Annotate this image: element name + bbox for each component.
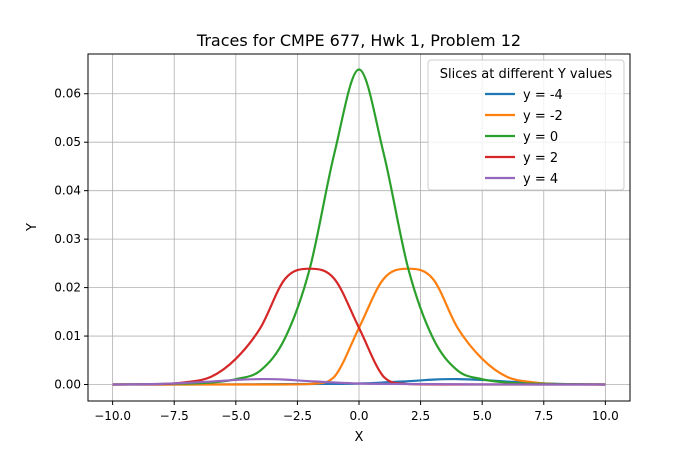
x-axis: −10.0 −7.5 −5.0 −2.5 0.0 2.5 5.0 7.5 10.0 xyxy=(94,401,619,423)
x-tick-label: −7.5 xyxy=(160,409,189,423)
y-tick-label: 0.00 xyxy=(54,378,81,392)
chart-title: Traces for CMPE 677, Hwk 1, Problem 12 xyxy=(196,31,521,50)
y-tick-label: 0.05 xyxy=(54,135,81,149)
legend-label-y-4: y = -4 xyxy=(523,88,563,103)
legend-label-y-2: y = 2 xyxy=(523,151,558,166)
legend-title: Slices at different Y values xyxy=(440,67,613,82)
series-line-y-2 xyxy=(112,267,606,386)
x-tick-label: 0.0 xyxy=(349,409,368,423)
x-tick-label: 2.5 xyxy=(411,409,430,423)
x-tick-label: 5.0 xyxy=(473,409,492,423)
x-tick-label: 10.0 xyxy=(592,409,619,423)
y-tick-label: 0.04 xyxy=(54,184,81,198)
y-tick-label: 0.02 xyxy=(54,281,81,295)
legend-label-y-4: y = 4 xyxy=(523,172,558,187)
series-line-y-4 xyxy=(112,377,606,386)
series-layer xyxy=(112,68,606,386)
y-axis-label: Y xyxy=(25,223,40,232)
grid xyxy=(88,54,630,401)
x-tick-label: 7.5 xyxy=(534,409,553,423)
y-axis: 0.00 0.01 0.02 0.03 0.04 0.05 0.06 xyxy=(54,87,88,392)
x-axis-label: X xyxy=(355,430,364,445)
x-tick-label: −2.5 xyxy=(283,409,312,423)
x-tick-label: −10.0 xyxy=(94,409,131,423)
y-tick-label: 0.01 xyxy=(54,329,81,343)
legend-label-y-2: y = -2 xyxy=(523,109,563,124)
legend-items: y = -4 y = -2 y = 0 y = 2 y = 4 xyxy=(485,88,563,187)
y-tick-label: 0.03 xyxy=(54,232,81,246)
legend-box xyxy=(427,59,625,191)
legend: Slices at different Y values y = -4y = -… xyxy=(427,59,625,191)
legend-label-y-0: y = 0 xyxy=(523,130,558,145)
y-tick-label: 0.06 xyxy=(54,87,81,101)
x-tick-label: −5.0 xyxy=(221,409,250,423)
